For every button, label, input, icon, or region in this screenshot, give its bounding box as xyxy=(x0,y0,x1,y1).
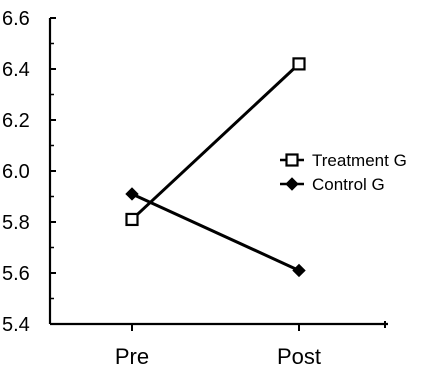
y-tick-label: 6.2 xyxy=(2,110,30,132)
treatment-g-point xyxy=(125,212,139,227)
axes xyxy=(48,18,388,326)
y-tick-label: 5.4 xyxy=(2,314,30,336)
legend-marker-control-g xyxy=(285,177,299,191)
y-tick-label: 5.8 xyxy=(2,212,30,234)
x-axis-ticks: Pre Post xyxy=(115,321,386,369)
y-tick-label: 6.0 xyxy=(2,161,30,183)
treatment-g-point xyxy=(292,57,306,71)
series-lines xyxy=(125,57,306,278)
legend: Treatment G Control G xyxy=(280,151,407,194)
y-tick-label: 6.4 xyxy=(2,59,30,81)
legend-marker-treatment-g xyxy=(285,153,299,167)
control-g-point xyxy=(125,187,139,201)
control-g-point xyxy=(292,263,306,278)
x-tick-label: Post xyxy=(277,344,321,369)
control-g-line xyxy=(131,192,300,272)
treatment-g-line xyxy=(130,62,301,221)
legend-label-treatment-g: Treatment G xyxy=(312,151,407,170)
y-tick-label: 6.6 xyxy=(2,8,30,30)
y-axis-ticks: 5.4 5.6 5.8 6.0 6.2 6.4 6.6 xyxy=(2,8,56,336)
legend-label-control-g: Control G xyxy=(312,175,385,194)
y-tick-label: 5.6 xyxy=(2,263,30,285)
x-tick-label: Pre xyxy=(115,344,149,369)
